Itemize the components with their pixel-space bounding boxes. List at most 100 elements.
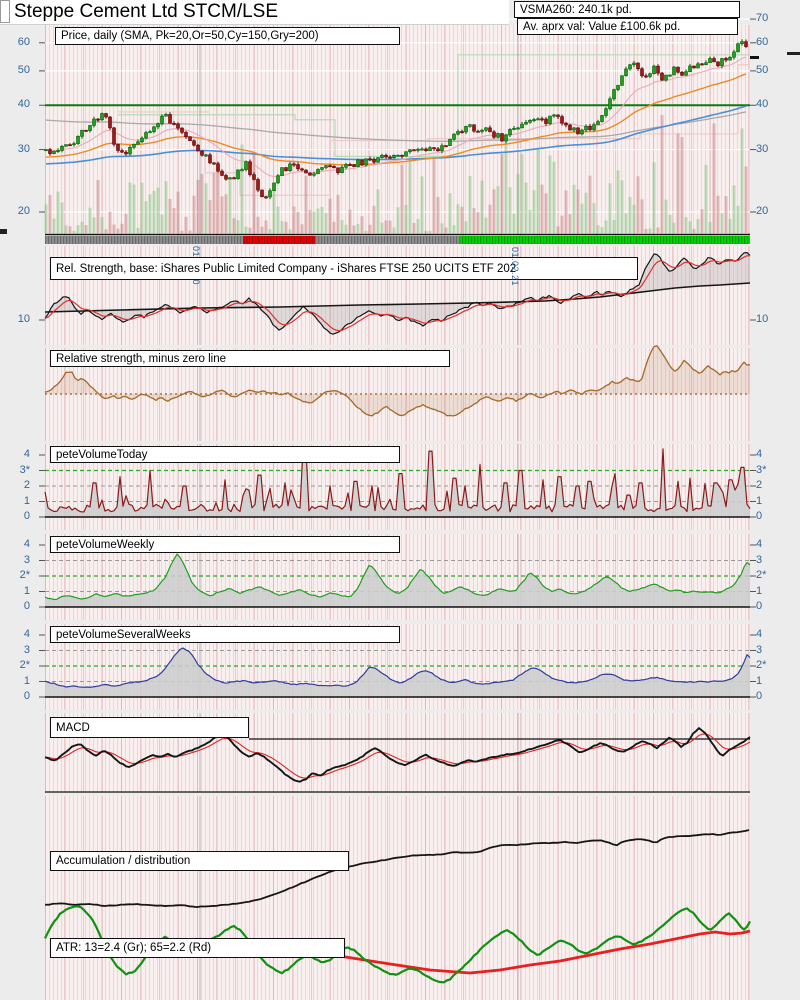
candle-body	[400, 154, 404, 157]
candle-body	[96, 118, 100, 121]
candle-body	[628, 64, 632, 70]
candle-body	[524, 121, 528, 125]
candle-body	[704, 62, 708, 65]
volume-bar	[140, 182, 144, 233]
candle-body	[444, 145, 448, 148]
volume-bar	[408, 159, 412, 233]
vol-several-weeks-label-box[interactable]: peteVolumeSeveralWeeks	[50, 626, 400, 643]
volume-bar	[416, 218, 420, 233]
window-corner-box[interactable]	[0, 0, 10, 23]
volume-bar	[588, 175, 592, 233]
volume-bar	[68, 226, 72, 233]
candle-body	[728, 56, 732, 61]
candle-body	[268, 190, 272, 198]
title-bar	[0, 0, 509, 25]
vol-fill	[45, 554, 750, 607]
candle-body	[168, 114, 172, 124]
candle-body	[124, 151, 128, 155]
volume-bar	[380, 222, 384, 233]
candle-body	[680, 71, 684, 76]
volume-bar	[688, 221, 692, 233]
ad-label-box[interactable]: Accumulation / distribution	[50, 851, 349, 871]
volume-bar	[656, 227, 660, 233]
candle-body	[192, 140, 196, 146]
volume-bar	[228, 180, 232, 233]
candle-body	[100, 113, 104, 121]
volume-bar	[680, 137, 684, 233]
price-label-box[interactable]: Price, daily (SMA, Pk=20,Or=50,Cy=150,Gr…	[55, 27, 400, 45]
avg-value-info-box[interactable]: Av. aprx val: Value £100.6k pd.	[517, 18, 738, 35]
candle-body	[292, 163, 296, 166]
candle-body	[148, 131, 152, 134]
volume-bar	[528, 209, 532, 233]
volume-bar	[712, 123, 716, 233]
volume-bar	[564, 190, 568, 233]
volume-bar	[328, 198, 332, 233]
candle-body	[236, 169, 240, 180]
sma-200-line	[45, 111, 747, 142]
rel-strength-label-box[interactable]: Rel. Strength, base: iShares Public Limi…	[50, 257, 638, 280]
volume-bar	[524, 182, 528, 233]
vol-today-label-box[interactable]: peteVolumeToday	[50, 446, 400, 463]
volume-bar	[484, 217, 488, 233]
volume-bar	[456, 204, 460, 233]
volume-bar	[672, 222, 676, 233]
vol-weekly-label-box[interactable]: peteVolumeWeekly	[50, 536, 400, 553]
volume-bar	[352, 225, 356, 233]
volume-bar	[224, 194, 228, 233]
volume-bar	[568, 214, 572, 233]
volume-bar	[696, 219, 700, 233]
volume-bar	[440, 223, 444, 233]
volume-bar	[284, 221, 288, 233]
volume-bar	[372, 205, 376, 233]
candle-body	[384, 154, 388, 158]
volume-bar	[188, 230, 192, 233]
volume-bar	[360, 216, 364, 233]
macd-label-box[interactable]: MACD	[50, 717, 249, 738]
candle-body	[324, 165, 328, 168]
date-label-2021: 01.02.21	[510, 247, 520, 287]
candle-body	[736, 43, 740, 53]
candle-body	[744, 41, 748, 47]
volume-bar	[436, 196, 440, 233]
candle-body	[708, 58, 712, 64]
volume-bar	[452, 225, 456, 233]
volume-bar	[148, 194, 152, 233]
candle-body	[648, 73, 652, 77]
candle-body	[460, 131, 464, 133]
candle-body	[88, 125, 92, 131]
volume-bar	[660, 115, 664, 233]
volume-bar	[716, 195, 720, 233]
candle-body	[516, 127, 520, 130]
vsma-info-box[interactable]: VSMA260: 240.1k pd.	[514, 1, 740, 18]
candle-body	[232, 177, 236, 180]
volume-bar	[464, 221, 468, 233]
volume-bar	[704, 164, 708, 233]
candle-body	[164, 114, 168, 117]
rs-minus-zero-label-box[interactable]: Relative strength, minus zero line	[50, 350, 450, 367]
candle-body	[228, 177, 232, 180]
candle-body	[92, 118, 96, 126]
volume-bar	[512, 213, 516, 233]
volume-bar	[444, 227, 448, 233]
volume-bar	[580, 203, 584, 233]
volume-bar	[432, 156, 436, 233]
volume-bar	[540, 184, 544, 233]
candle-body	[584, 125, 588, 131]
candle-body	[608, 98, 612, 110]
volume-bar	[684, 217, 688, 233]
candle-body	[636, 62, 640, 70]
atr-label-box[interactable]: ATR: 13=2.4 (Gr); 65=2.2 (Rd)	[50, 938, 345, 958]
candle-body	[592, 124, 596, 131]
volume-bar	[732, 185, 736, 233]
candle-body	[220, 170, 224, 176]
last-price-marker	[750, 56, 759, 59]
volume-bar	[728, 218, 732, 233]
candle-body	[480, 129, 484, 132]
candle-body	[320, 167, 324, 170]
volume-bar	[116, 228, 120, 233]
volume-bar	[128, 182, 132, 233]
volume-bar	[180, 230, 184, 233]
macd-signal-line	[44, 733, 751, 779]
candle-body	[424, 148, 428, 151]
